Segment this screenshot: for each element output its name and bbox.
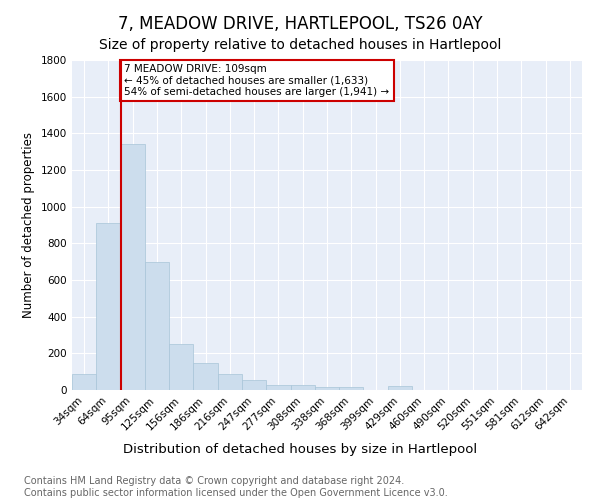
Bar <box>266 384 290 390</box>
Bar <box>145 262 169 390</box>
Bar <box>193 364 218 390</box>
Text: Contains HM Land Registry data © Crown copyright and database right 2024.
Contai: Contains HM Land Registry data © Crown c… <box>24 476 448 498</box>
Bar <box>169 344 193 390</box>
Bar <box>72 374 96 390</box>
Y-axis label: Number of detached properties: Number of detached properties <box>22 132 35 318</box>
Text: Distribution of detached houses by size in Hartlepool: Distribution of detached houses by size … <box>123 442 477 456</box>
Bar <box>121 144 145 390</box>
Bar <box>290 386 315 390</box>
Bar <box>388 386 412 390</box>
Text: 7 MEADOW DRIVE: 109sqm
← 45% of detached houses are smaller (1,633)
54% of semi-: 7 MEADOW DRIVE: 109sqm ← 45% of detached… <box>124 64 389 97</box>
Bar <box>242 380 266 390</box>
Bar <box>96 223 121 390</box>
Text: 7, MEADOW DRIVE, HARTLEPOOL, TS26 0AY: 7, MEADOW DRIVE, HARTLEPOOL, TS26 0AY <box>118 15 482 33</box>
Bar <box>339 387 364 390</box>
Bar <box>315 387 339 390</box>
Bar <box>218 374 242 390</box>
Text: Size of property relative to detached houses in Hartlepool: Size of property relative to detached ho… <box>99 38 501 52</box>
